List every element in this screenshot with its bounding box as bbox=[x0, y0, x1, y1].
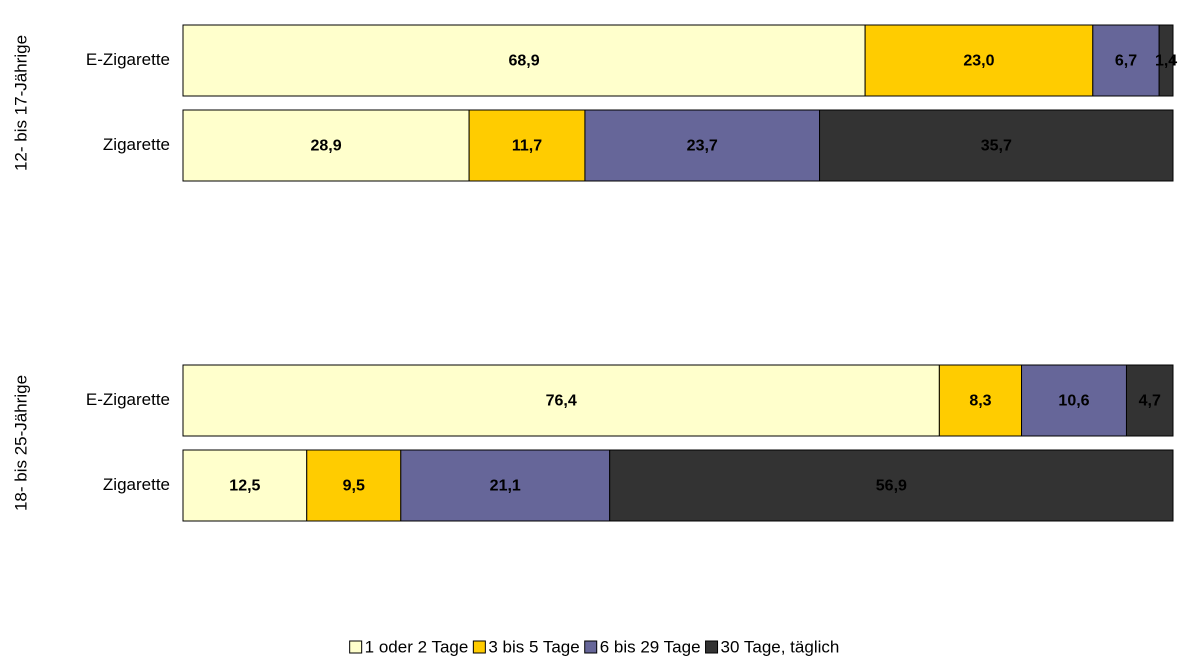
y-axis-label: 12- bis 17-Jährige bbox=[11, 35, 30, 171]
value-label: 12,5 bbox=[229, 478, 260, 495]
value-label: 28,9 bbox=[310, 138, 341, 155]
y-axis-label: 18- bis 25-Jährige bbox=[11, 375, 30, 511]
bar-segment bbox=[1158, 24, 1174, 97]
bar-segment bbox=[468, 109, 586, 182]
legend-swatch bbox=[349, 640, 363, 654]
bar-segment bbox=[584, 109, 821, 182]
value-label: 76,4 bbox=[546, 393, 577, 410]
bar-segment bbox=[819, 109, 1174, 182]
legend-label: 30 Tage, täglich bbox=[721, 637, 840, 656]
legend-label: 3 bis 5 Tage bbox=[488, 637, 579, 656]
value-label: 68,9 bbox=[508, 53, 539, 70]
value-label: 11,7 bbox=[512, 138, 542, 155]
value-label: 1,4 bbox=[1155, 53, 1177, 70]
value-label: 56,9 bbox=[876, 478, 907, 495]
value-label: 21,1 bbox=[490, 478, 521, 495]
bar-segment bbox=[1092, 24, 1160, 97]
bar-segment bbox=[1125, 364, 1174, 437]
legend-swatch bbox=[584, 640, 598, 654]
legend-label: 6 bis 29 Tage bbox=[600, 637, 701, 656]
bar-segment bbox=[182, 364, 940, 437]
bar-segment bbox=[864, 24, 1094, 97]
bar-segment bbox=[1021, 364, 1127, 437]
legend-swatch bbox=[472, 640, 486, 654]
legend-swatch bbox=[705, 640, 719, 654]
bar-segment bbox=[306, 449, 402, 522]
category-label: Zigarette bbox=[103, 475, 170, 494]
value-label: 8,3 bbox=[969, 393, 991, 410]
value-label: 6,7 bbox=[1115, 53, 1137, 70]
category-label: E-Zigarette bbox=[86, 390, 170, 409]
category-label: E-Zigarette bbox=[86, 50, 170, 69]
bar-segment bbox=[609, 449, 1174, 522]
value-label: 4,7 bbox=[1139, 393, 1161, 410]
legend-label: 1 oder 2 Tage bbox=[365, 637, 469, 656]
bar-segment bbox=[182, 24, 866, 97]
category-label: Zigarette bbox=[103, 135, 170, 154]
value-label: 9,5 bbox=[343, 478, 365, 495]
value-label: 10,6 bbox=[1058, 393, 1089, 410]
bar-segment bbox=[182, 109, 470, 182]
bar-segment bbox=[938, 364, 1023, 437]
value-label: 23,0 bbox=[963, 53, 994, 70]
bar-segment bbox=[182, 449, 308, 522]
value-label: 23,7 bbox=[687, 138, 718, 155]
bar-segment bbox=[400, 449, 611, 522]
value-label: 35,7 bbox=[981, 138, 1012, 155]
